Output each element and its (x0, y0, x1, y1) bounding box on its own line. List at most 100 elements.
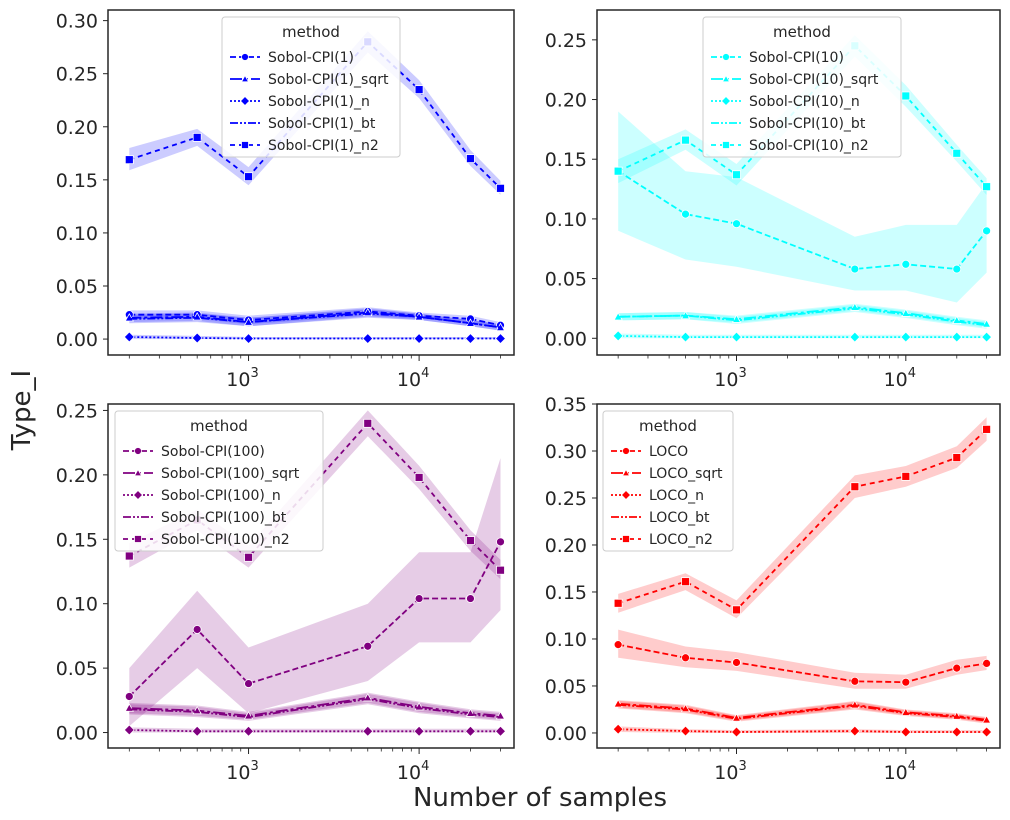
data-point (901, 259, 911, 269)
data-point (982, 424, 991, 434)
legend-box (702, 16, 902, 158)
confidence-band (618, 629, 987, 689)
confidence-band (618, 304, 987, 329)
data-point (732, 658, 741, 667)
y-tick-label: 0.00 (56, 723, 98, 745)
data-point (981, 714, 992, 724)
y-tick-label: 0.10 (56, 223, 98, 245)
legend-marker (133, 468, 143, 477)
x-tick-label: 103 (714, 366, 746, 391)
data-point (242, 332, 255, 345)
legend-entry: Sobol-CPI(10) (749, 50, 844, 66)
legend-2: method Sobol-CPI(10) Sobol-CPI(10)_sqrt Sob… (702, 16, 902, 158)
data-point (613, 166, 623, 176)
legend-entry: Sobol-CPI(10)_sqrt (749, 72, 879, 88)
legend-marker (722, 141, 730, 149)
legend-box (114, 410, 324, 552)
legend-entry: Sobol-CPI(10)_n2 (749, 138, 869, 154)
data-point (466, 594, 475, 603)
legend-marker (621, 468, 631, 477)
legend-marker (134, 535, 142, 543)
data-point (900, 331, 912, 343)
legend-entry: LOCO_sqrt (649, 466, 723, 482)
data-point (901, 677, 911, 687)
legend-entry: Sobol-CPI(1)_bt (268, 116, 376, 132)
axes-frame-3 (107, 403, 515, 749)
y-tick-label: 0.25 (56, 64, 98, 86)
data-point (466, 536, 475, 545)
data-point (191, 332, 203, 344)
data-point (732, 219, 741, 229)
y-tick-label: 0.25 (56, 400, 98, 422)
confidence-band (129, 458, 501, 727)
y-tick-label: 0.25 (545, 30, 587, 52)
legend-marker (620, 489, 632, 501)
y-tick-label: 0.10 (56, 594, 98, 616)
data-point (243, 710, 254, 720)
legend-marker (622, 447, 630, 455)
data-point (681, 135, 690, 145)
legend-marker (720, 95, 732, 107)
data-point (849, 725, 861, 737)
data-point (850, 482, 860, 492)
y-tick-label: 0.20 (545, 90, 587, 112)
legend-entry: Sobol-CPI(100)_bt (161, 510, 287, 526)
y-tick-label: 0.15 (545, 582, 587, 604)
legend-entry: Sobol-CPI(100) (161, 444, 265, 460)
confidence-band (618, 111, 987, 303)
y-tick-label: 0.15 (56, 529, 98, 551)
legend-marker (239, 95, 251, 107)
plot-area-4 (612, 417, 993, 738)
data-point (612, 723, 624, 735)
legend-entry: Sobol-CPI(10)_n (749, 94, 860, 110)
y-tick-label: 0.35 (545, 394, 587, 416)
chart-panel-3: 0.00 0.05 0.10 0.15 0.20 0.25 103 104 method Sobo… (56, 400, 515, 784)
legend-marker (134, 447, 142, 455)
legend-entry: LOCO_n (649, 488, 704, 504)
y-tick-label: 0.25 (545, 488, 587, 510)
data-point (613, 640, 623, 650)
data-point (494, 725, 507, 737)
legend-marker (241, 53, 249, 61)
series-line (129, 698, 501, 719)
data-point (952, 264, 962, 274)
y-tick-label: 0.05 (545, 676, 587, 698)
data-point (124, 551, 134, 561)
series-line (618, 307, 987, 327)
y-tick-label: 0.10 (545, 209, 587, 231)
data-point (124, 155, 134, 165)
data-point (413, 332, 425, 345)
y-tick-label: 0.15 (545, 149, 587, 171)
legend-entry: Sobol-CPI(100)_n (161, 488, 281, 504)
legend-entry: Sobol-CPI(1)_n (268, 94, 370, 110)
data-point (191, 725, 203, 737)
y-tick-label: 0.20 (56, 117, 98, 139)
y-tick-label: 0.20 (545, 535, 587, 557)
y-tick-label: 0.00 (56, 329, 98, 351)
data-point (981, 726, 993, 738)
legend-entry: Sobol-CPI(100)_sqrt (161, 466, 300, 482)
series-line (618, 703, 987, 722)
legend-marker (622, 535, 630, 543)
data-point (901, 91, 911, 101)
data-point (900, 726, 912, 738)
data-point (123, 331, 135, 343)
data-point (192, 132, 202, 142)
y-tick-label: 0.00 (545, 723, 587, 745)
legend-entry: Sobol-CPI(1)_n2 (268, 138, 379, 154)
data-point (952, 453, 962, 462)
data-point (495, 710, 506, 720)
confidence-band (618, 417, 987, 619)
x-tick-label: 104 (884, 366, 916, 391)
chart-panel-4: 0.00 0.05 0.10 0.15 0.20 0.25 0.30 0.35 103 104 me… (545, 394, 1001, 784)
data-point (679, 331, 692, 343)
confidence-band (618, 303, 987, 328)
legend-box (221, 16, 401, 158)
data-point (732, 605, 741, 615)
data-point (730, 331, 743, 343)
axes-frame-4 (596, 403, 1001, 749)
data-point (124, 692, 134, 701)
data-point (414, 594, 424, 603)
legend-marker (721, 74, 731, 83)
